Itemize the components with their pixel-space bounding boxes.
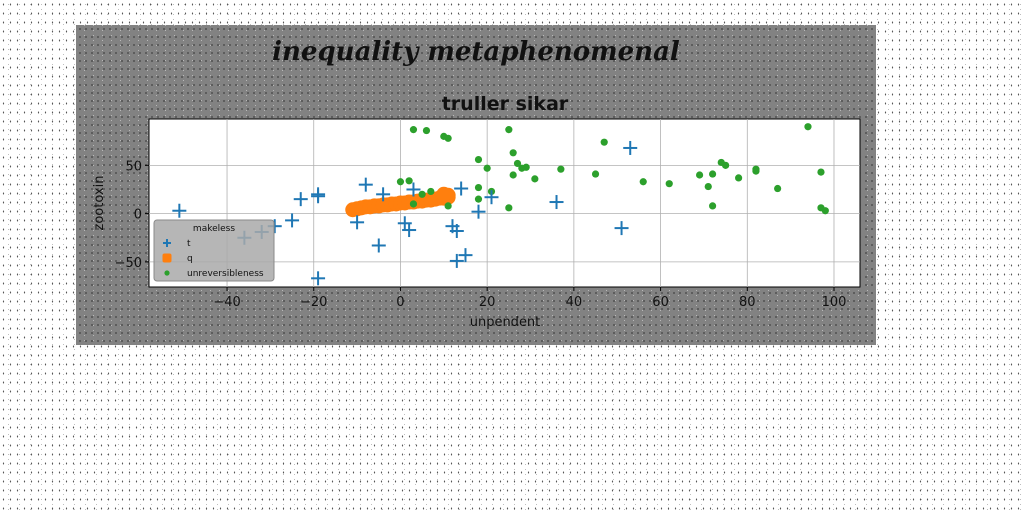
point-t xyxy=(293,192,308,207)
legend-label-t: t xyxy=(187,239,191,249)
legend-box xyxy=(153,219,275,282)
y-axis-label: zootoxin xyxy=(92,176,107,231)
point-unreversibleness xyxy=(557,165,565,173)
point-unreversibleness xyxy=(444,202,452,210)
point-unreversibleness xyxy=(821,207,829,215)
point-t xyxy=(449,224,464,238)
point-unreversibleness xyxy=(474,183,483,192)
point-unreversibleness xyxy=(409,200,418,208)
scatter-chart: inequality metaphenomenal truller sikar … xyxy=(92,37,861,330)
point-unreversibleness xyxy=(505,204,513,212)
point-t xyxy=(449,253,464,268)
point-t xyxy=(402,223,417,238)
point-unreversibleness xyxy=(405,177,413,185)
point-t xyxy=(376,187,391,202)
point-unreversibleness xyxy=(483,164,491,172)
point-unreversibleness xyxy=(409,126,418,134)
point-unreversibleness xyxy=(735,174,743,182)
point-unreversibleness xyxy=(444,134,452,142)
point-unreversibleness xyxy=(505,126,513,134)
x-tick-label: 80 xyxy=(739,295,756,310)
x-tick-label: −20 xyxy=(300,295,327,310)
point-unreversibleness xyxy=(774,184,782,193)
point-t xyxy=(311,271,326,286)
point-t xyxy=(623,140,638,155)
point-unreversibleness xyxy=(522,163,530,171)
point-t xyxy=(458,248,473,263)
legend-marker-q xyxy=(162,253,172,263)
point-unreversibleness xyxy=(600,138,608,146)
point-unreversibleness xyxy=(474,155,483,164)
y-tick-label: 0 xyxy=(134,208,142,223)
y-tick-label: −50 xyxy=(115,256,142,271)
point-t xyxy=(471,204,486,219)
point-t xyxy=(614,221,629,236)
y-tick-label: 50 xyxy=(125,159,142,174)
point-t xyxy=(371,238,386,253)
point-unreversibleness xyxy=(704,182,712,191)
figure-canvas: inequality metaphenomenal truller sikar … xyxy=(76,25,876,345)
point-q xyxy=(436,186,452,202)
point-unreversibleness xyxy=(509,171,517,179)
point-t xyxy=(549,195,564,210)
x-tick-label: 100 xyxy=(822,295,847,310)
x-tick-label: 0 xyxy=(396,295,404,310)
point-unreversibleness xyxy=(427,187,435,196)
point-unreversibleness xyxy=(817,168,825,176)
point-unreversibleness xyxy=(418,190,426,198)
legend-marker-t xyxy=(163,239,171,247)
x-tick-label: 20 xyxy=(479,295,496,310)
point-unreversibleness xyxy=(695,171,704,179)
point-t xyxy=(350,215,365,230)
chart-title: truller sikar xyxy=(442,93,569,115)
point-t xyxy=(454,181,469,196)
point-unreversibleness xyxy=(531,175,539,183)
chart-suptitle: inequality metaphenomenal xyxy=(272,37,680,67)
legend-entries: tq unreversibleness xyxy=(162,239,264,279)
x-tick-label: 60 xyxy=(652,295,669,310)
point-unreversibleness xyxy=(722,161,730,169)
series-t xyxy=(172,140,638,286)
point-unreversibleness xyxy=(665,180,673,188)
point-unreversibleness xyxy=(396,178,405,186)
legend-marker-unreversibleness xyxy=(164,270,170,276)
legend-label-unreversibleness: unreversibleness xyxy=(187,269,264,279)
legend-label-q: q xyxy=(187,254,193,264)
data-points xyxy=(172,123,829,286)
point-t xyxy=(311,187,326,202)
point-t xyxy=(484,190,499,205)
point-t xyxy=(406,182,421,197)
point-t xyxy=(358,177,373,192)
legend-title: makeless xyxy=(193,224,235,234)
point-unreversibleness xyxy=(708,170,717,178)
x-tick-label: −40 xyxy=(213,295,240,310)
point-unreversibleness xyxy=(804,123,812,131)
point-t xyxy=(172,203,187,218)
series-unreversibleness xyxy=(396,123,829,215)
point-t xyxy=(285,213,300,228)
point-unreversibleness xyxy=(513,159,522,168)
x-axis-label: unpendent xyxy=(470,315,541,330)
point-unreversibleness xyxy=(474,195,483,203)
point-unreversibleness xyxy=(509,149,517,157)
point-unreversibleness xyxy=(639,178,647,186)
axis-ticks: −40 −20 0 20 40 60 80 100 −50 0 50 xyxy=(115,159,847,310)
point-unreversibleness xyxy=(752,165,760,173)
point-unreversibleness xyxy=(422,126,431,135)
legend: makeless tq unreversibleness xyxy=(153,219,275,282)
point-unreversibleness xyxy=(708,202,717,210)
x-tick-label: 40 xyxy=(566,295,583,310)
point-unreversibleness xyxy=(591,170,600,178)
